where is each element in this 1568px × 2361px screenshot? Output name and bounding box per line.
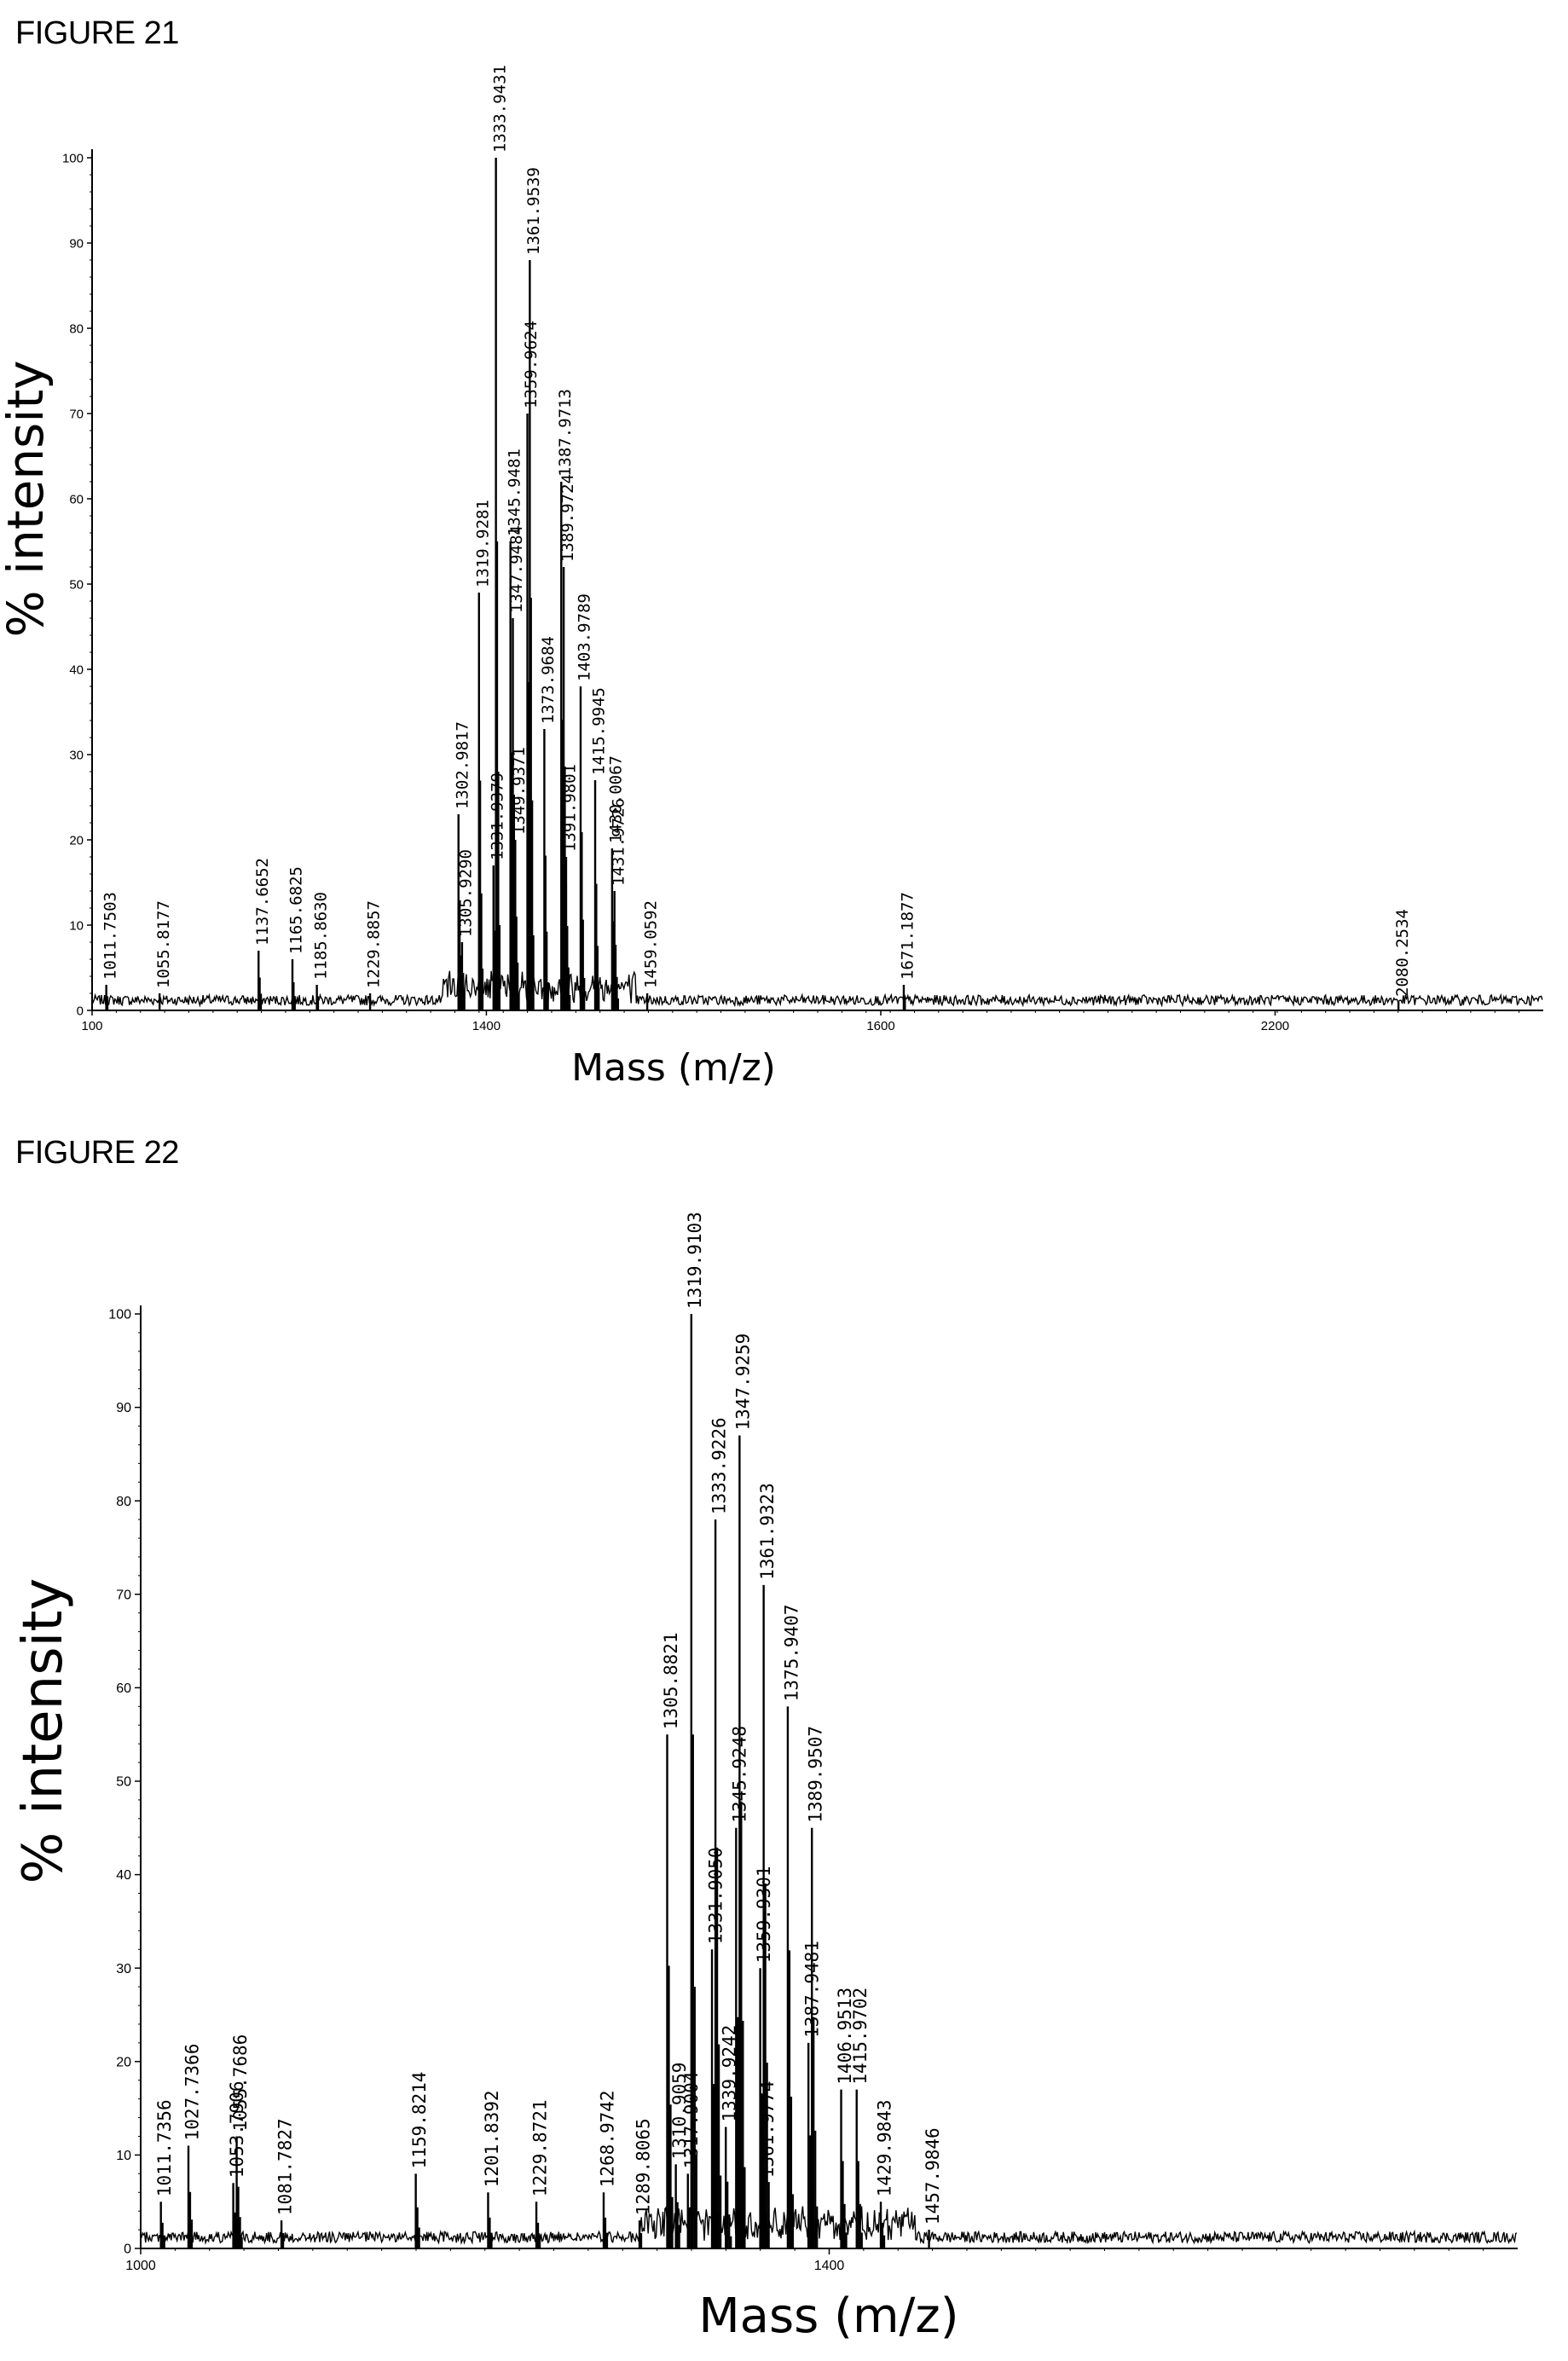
peak-label: 1671.1877 [899, 892, 917, 980]
y-tick-label: 70 [69, 407, 84, 421]
peak-label: 1229.8721 [529, 2099, 550, 2196]
y-tick-label: 90 [69, 236, 84, 251]
peak-label: 1305.9290 [457, 849, 476, 937]
figure-21: FIGURE 21 0 10 20 30 40 50 60 70 80 90 100 100 1400 1… [0, 0, 1568, 1130]
figure-22: FIGURE 22 0 10 20 30 40 50 60 70 80 90 100 1000 1400… [0, 1130, 1568, 2361]
peak-label: 1011.7356 [154, 2099, 175, 2196]
y-tick-label: 0 [77, 1004, 84, 1018]
y-tick-label: 20 [116, 2055, 131, 2069]
peak-label: 1431.9726 [609, 798, 628, 886]
peak-label: 1361.9539 [524, 167, 543, 255]
peak-label: 1333.9226 [709, 1417, 729, 1514]
x-tick-label: 1000 [125, 2259, 156, 2273]
peak-label: 1137.6652 [253, 858, 272, 946]
y-tick-label: 60 [116, 1681, 131, 1696]
peak-label: 1289.8065 [633, 2118, 653, 2215]
y-tick-label: 40 [69, 663, 84, 677]
peak-label: 1347.9259 [733, 1334, 754, 1431]
x-tick-label: 1400 [814, 2259, 845, 2273]
figure-22-title: FIGURE 22 [15, 1135, 179, 1171]
spectrum-baseline [91, 970, 1543, 1008]
peak-label: 1457.9846 [923, 2127, 943, 2225]
peak-label: 1349.9371 [510, 747, 529, 835]
figure-21-title: FIGURE 21 [15, 15, 179, 51]
figure-22-chart: 0 10 20 30 40 50 60 70 80 90 100 1000 1400 1011.7356 1… [12, 1212, 1518, 2344]
y-tick-label: 60 [69, 492, 84, 506]
y-tick-label: 100 [108, 1308, 131, 1322]
y-tick-label: 90 [116, 1401, 131, 1415]
y-tick-label: 30 [116, 1962, 131, 1976]
y-tick-label: 80 [69, 321, 84, 336]
peak-label: 1389.9507 [806, 1726, 826, 1823]
x-tick-label: 1400 [472, 1019, 500, 1033]
y-tick-label: 0 [124, 2242, 131, 2257]
y-tick-label: 10 [69, 918, 84, 933]
peak-label: 1375.9407 [781, 1605, 801, 1702]
peak-label: 1201.8392 [482, 2090, 502, 2187]
x-tick-label: 2200 [1261, 1019, 1289, 1033]
peak-label: 1302.9817 [453, 721, 472, 809]
peak-label: 1389.9724 [558, 474, 577, 562]
peak-label: 1268.9742 [597, 2090, 617, 2187]
x-axis-title: Mass (m/z) [571, 1046, 776, 1090]
peak-label: 1361.9774 [757, 2080, 778, 2178]
figure-21-chart: 0 10 20 30 40 50 60 70 80 90 100 100 1400 1600 2200 101… [0, 65, 1543, 1090]
peak-label: 1333.9431 [490, 65, 509, 153]
peak-label: 1305.8821 [661, 1632, 681, 1729]
y-tick-label: 10 [116, 2149, 131, 2163]
y-tick-label: 50 [116, 1775, 131, 1790]
y-tick-label: 30 [69, 748, 84, 762]
peak-label: 1359.9624 [522, 321, 541, 408]
peak-label: 1229.8857 [365, 900, 384, 988]
x-axis-title: Mass (m/z) [698, 2289, 958, 2344]
peak-label: 2080.2534 [1393, 909, 1412, 997]
y-tick-label: 70 [116, 1588, 131, 1602]
peak-label: 1415.9945 [590, 687, 609, 775]
peak-label: 1331.9379 [488, 773, 506, 860]
y-tick-label: 50 [69, 577, 84, 592]
peak-label: 1391.9801 [561, 764, 580, 852]
y-tick-label: 40 [116, 1868, 131, 1883]
peak-label: 1361.9323 [757, 1483, 778, 1580]
peak-label: 1459.0592 [642, 900, 661, 988]
peak-label: 1403.9789 [576, 593, 594, 681]
peak-label: 1347.9484 [507, 525, 526, 613]
y-axis-title: % intensity [0, 360, 55, 637]
peak-label: 1159.8214 [409, 2072, 430, 2169]
y-tick-label: 80 [116, 1495, 131, 1509]
peak-label: 1185.8630 [311, 892, 330, 980]
x-tick-label: 1600 [866, 1019, 894, 1033]
peak-label: 1165.6825 [287, 866, 306, 954]
y-axis-title: % intensity [12, 1578, 75, 1884]
y-tick-label: 100 [62, 151, 84, 165]
peak-label: 1310.9059 [669, 2063, 690, 2160]
peak-label: 1430.0067 [607, 755, 626, 843]
y-tick-label: 20 [69, 833, 84, 848]
peak-label: 1387.9713 [556, 389, 575, 477]
peak-label: 1415.9702 [850, 1988, 871, 2085]
x-tick-label: 100 [81, 1019, 102, 1033]
peak-label: 1345.9481 [505, 448, 524, 536]
peak-label: 1055.8177 [154, 900, 173, 988]
peak-label: 1027.7366 [182, 2044, 202, 2141]
peak-label: 1319.9103 [685, 1212, 705, 1309]
peak-label: 1055.7686 [230, 2034, 251, 2132]
peak-label: 1011.7503 [101, 892, 119, 980]
peak-label: 1373.9684 [539, 636, 558, 724]
peak-label: 1081.7827 [275, 2118, 295, 2215]
peak-label: 1406.9513 [835, 1988, 855, 2085]
spectrum-baseline [140, 2206, 1518, 2245]
peak-label: 1429.9843 [874, 2099, 894, 2196]
peak-label: 1319.9281 [473, 500, 492, 587]
